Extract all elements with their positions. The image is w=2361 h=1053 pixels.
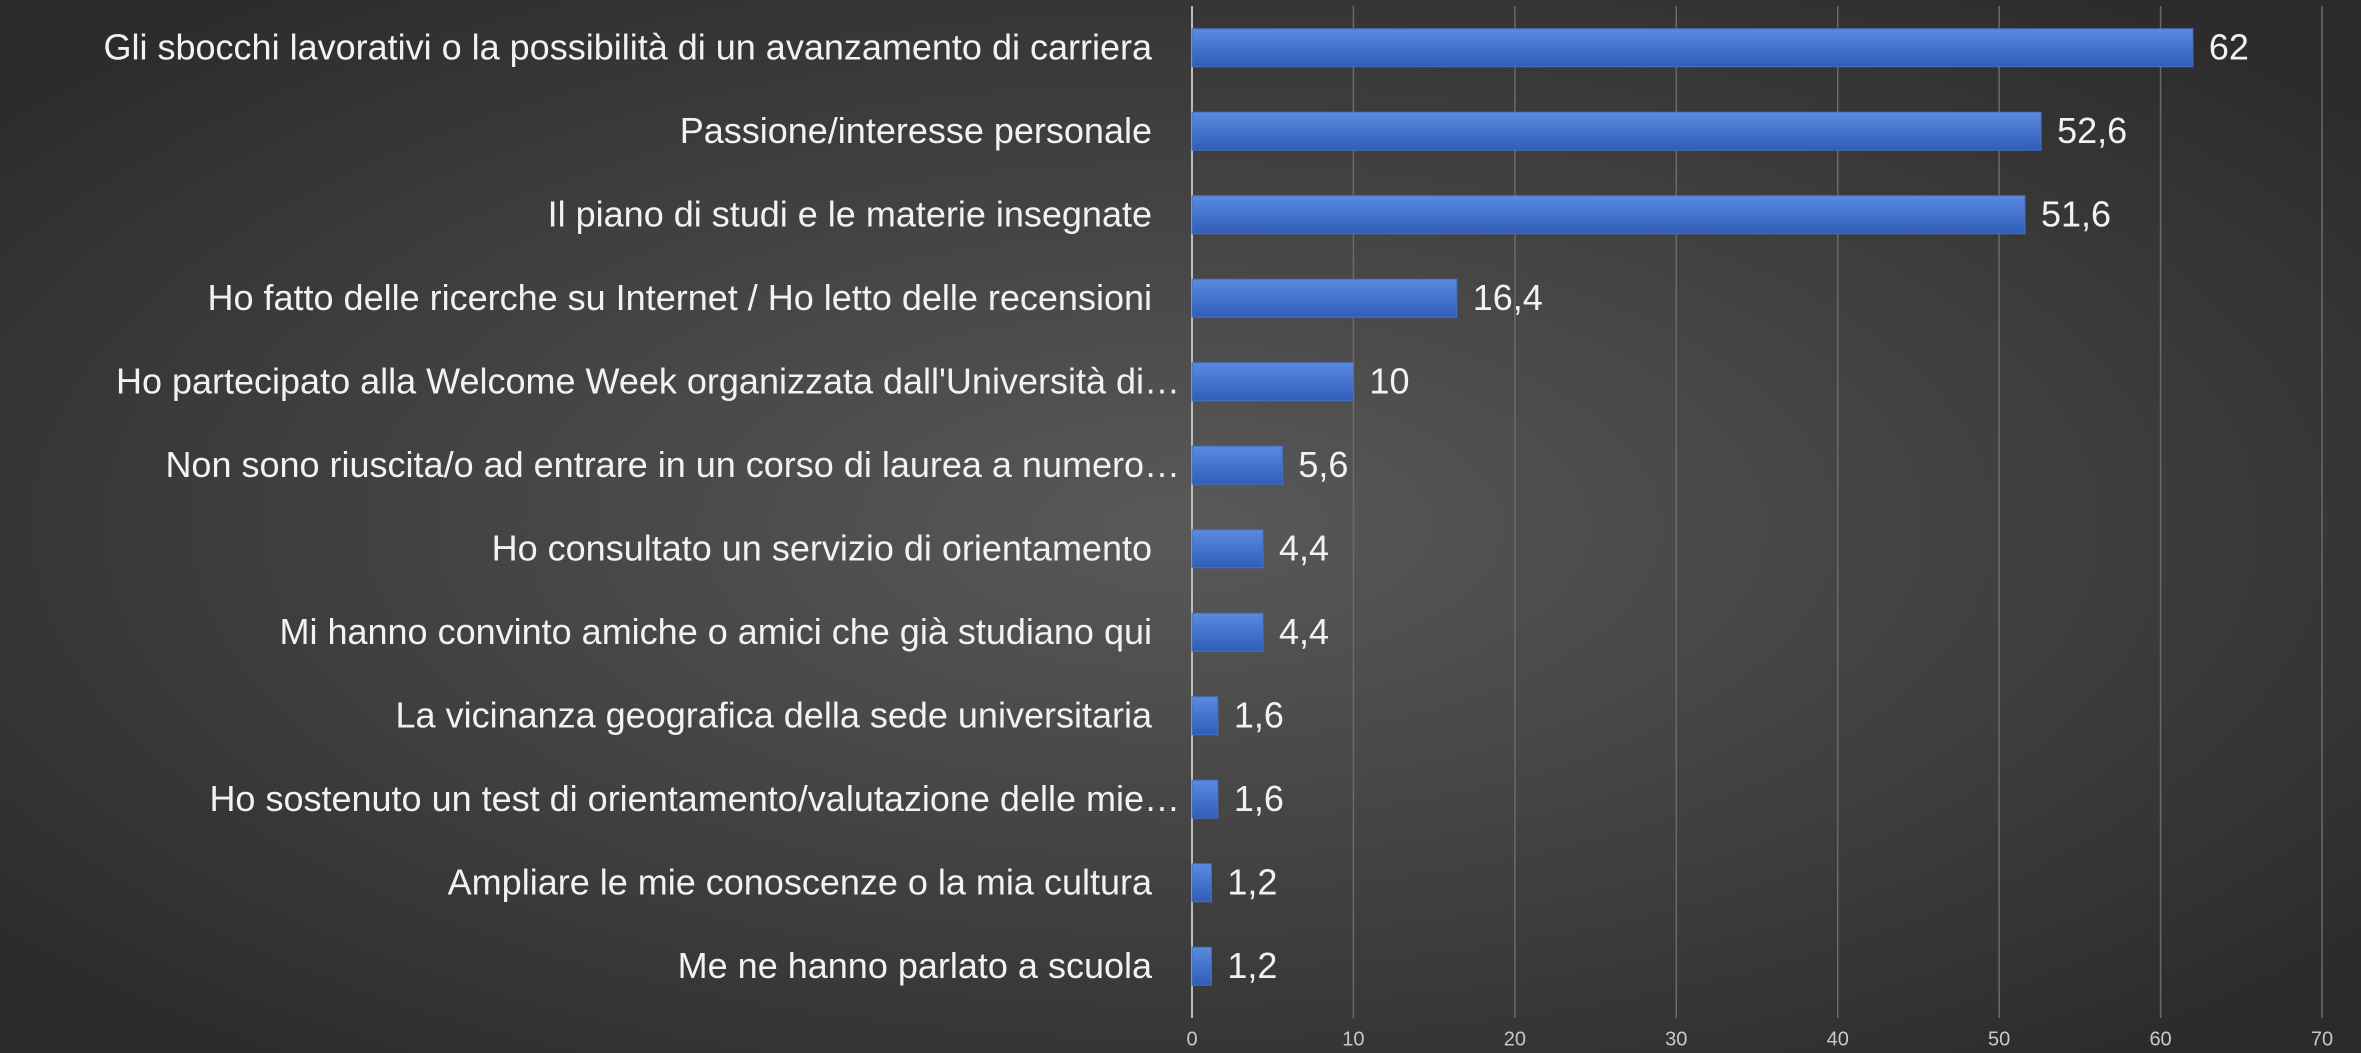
y-tick-label: Gli sbocchi lavorativi o la possibilità … <box>104 26 1153 67</box>
data-label: 10 <box>1369 360 1409 401</box>
data-label: 1,2 <box>1227 945 1277 986</box>
x-tick-label: 30 <box>1665 1028 1687 1050</box>
bar <box>1191 362 1354 402</box>
data-label: 62 <box>2209 26 2249 67</box>
y-tick-label: Mi hanno convinto amiche o amici che già… <box>279 611 1152 652</box>
data-label: 5,6 <box>1298 444 1348 485</box>
y-tick-label: Non sono riuscita/o ad entrare in un cor… <box>165 444 1180 485</box>
y-tick-label: Passione/interesse personale <box>680 110 1152 151</box>
x-tick-label: 0 <box>1186 1028 1197 1050</box>
bar <box>1191 28 2194 68</box>
bar <box>1191 696 1219 736</box>
data-label: 4,4 <box>1279 527 1329 568</box>
x-tick-label: 20 <box>1504 1028 1526 1050</box>
data-label: 52,6 <box>2057 110 2127 151</box>
bar <box>1191 445 1283 485</box>
bar <box>1191 863 1212 903</box>
data-label: 16,4 <box>1473 277 1543 318</box>
bar <box>1191 278 1458 318</box>
x-tick-label: 70 <box>2311 1028 2333 1050</box>
y-tick-label: Ho partecipato alla Welcome Week organiz… <box>116 360 1180 401</box>
bar <box>1191 779 1219 819</box>
x-tick-label: 50 <box>1988 1028 2010 1050</box>
x-tick-label: 10 <box>1342 1028 1364 1050</box>
data-label: 1,6 <box>1234 694 1284 735</box>
y-tick-label: Ho consultato un servizio di orientament… <box>492 527 1152 568</box>
data-label: 1,6 <box>1234 778 1284 819</box>
x-tick-label: 40 <box>1827 1028 1849 1050</box>
y-tick-label: Ho fatto delle ricerche su Internet / Ho… <box>207 277 1152 318</box>
y-tick-label: Il piano di studi e le materie insegnate <box>548 193 1152 234</box>
data-label: 4,4 <box>1279 611 1329 652</box>
bar <box>1191 111 2042 151</box>
y-tick-label: La vicinanza geografica della sede unive… <box>396 694 1153 735</box>
data-label: 1,2 <box>1227 861 1277 902</box>
y-tick-label: Ho sostenuto un test di orientamento/val… <box>209 778 1180 819</box>
bar <box>1191 529 1264 569</box>
x-tick-label: 60 <box>2149 1028 2171 1050</box>
bar <box>1191 612 1264 652</box>
data-label: 51,6 <box>2041 193 2111 234</box>
y-tick-label: Me ne hanno parlato a scuola <box>678 945 1153 986</box>
y-tick-label: Ampliare le mie conoscenze o la mia cult… <box>448 861 1153 902</box>
bar <box>1191 946 1212 986</box>
bar <box>1191 195 2026 235</box>
